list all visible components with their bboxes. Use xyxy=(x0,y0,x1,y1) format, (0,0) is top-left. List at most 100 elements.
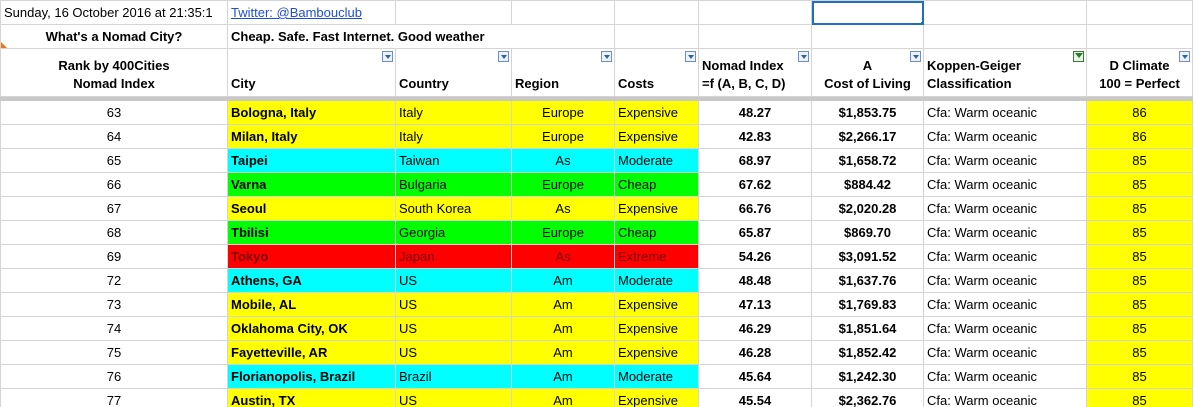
costs-cell[interactable]: Moderate xyxy=(614,148,699,173)
rank-cell[interactable]: 64 xyxy=(0,124,228,149)
region-cell[interactable]: Europe xyxy=(511,124,615,149)
climate-cell[interactable]: 85 xyxy=(1086,268,1193,293)
header-city[interactable]: City xyxy=(227,48,396,97)
costs-cell[interactable]: Expensive xyxy=(614,388,699,407)
rank-cell[interactable]: 69 xyxy=(0,244,228,269)
city-cell[interactable]: Oklahoma City, OK xyxy=(227,316,396,341)
empty-cell[interactable] xyxy=(1086,0,1193,25)
tagline-cell[interactable]: Cheap. Safe. Fast Internet. Good weather xyxy=(227,24,615,49)
nomad-index-cell[interactable]: 66.76 xyxy=(698,196,812,221)
city-cell[interactable]: Milan, Italy xyxy=(227,124,396,149)
cost-of-living-cell[interactable]: $1,658.72 xyxy=(811,148,924,173)
costs-cell[interactable]: Expensive xyxy=(614,340,699,365)
city-cell[interactable]: Tbilisi xyxy=(227,220,396,245)
country-cell[interactable]: Georgia xyxy=(395,220,512,245)
climate-cell[interactable]: 85 xyxy=(1086,364,1193,389)
rank-cell[interactable]: 73 xyxy=(0,292,228,317)
rank-cell[interactable]: 65 xyxy=(0,148,228,173)
climate-cell[interactable]: 86 xyxy=(1086,124,1193,149)
country-cell[interactable]: Bulgaria xyxy=(395,172,512,197)
costs-cell[interactable]: Expensive xyxy=(614,100,699,125)
climate-cell[interactable]: 85 xyxy=(1086,148,1193,173)
region-cell[interactable]: Am xyxy=(511,364,615,389)
climate-cell[interactable]: 85 xyxy=(1086,340,1193,365)
country-cell[interactable]: US xyxy=(395,268,512,293)
koppen-cell[interactable]: Cfa: Warm oceanic xyxy=(923,364,1087,389)
country-cell[interactable]: Italy xyxy=(395,124,512,149)
region-cell[interactable]: Europe xyxy=(511,172,615,197)
rank-cell[interactable]: 77 xyxy=(0,388,228,407)
header-koppen[interactable]: Koppen-Geiger Classification xyxy=(923,48,1087,97)
city-cell[interactable]: Seoul xyxy=(227,196,396,221)
region-cell[interactable]: Am xyxy=(511,340,615,365)
region-cell[interactable]: As xyxy=(511,148,615,173)
climate-cell[interactable]: 85 xyxy=(1086,172,1193,197)
costs-cell[interactable]: Expensive xyxy=(614,292,699,317)
climate-cell[interactable]: 85 xyxy=(1086,244,1193,269)
rank-cell[interactable]: 66 xyxy=(0,172,228,197)
empty-cell[interactable] xyxy=(614,24,699,49)
city-cell[interactable]: Tokyo xyxy=(227,244,396,269)
country-cell[interactable]: US xyxy=(395,388,512,407)
city-cell[interactable]: Fayetteville, AR xyxy=(227,340,396,365)
cost-of-living-cell[interactable]: $1,851.64 xyxy=(811,316,924,341)
climate-cell[interactable]: 85 xyxy=(1086,292,1193,317)
climate-cell[interactable]: 86 xyxy=(1086,100,1193,125)
country-cell[interactable]: Taiwan xyxy=(395,148,512,173)
nomad-index-cell[interactable]: 68.97 xyxy=(698,148,812,173)
nomad-index-cell[interactable]: 46.29 xyxy=(698,316,812,341)
region-cell[interactable]: Europe xyxy=(511,100,615,125)
climate-cell[interactable]: 85 xyxy=(1086,220,1193,245)
nomad-index-cell[interactable]: 48.48 xyxy=(698,268,812,293)
city-cell[interactable]: Taipei xyxy=(227,148,396,173)
costs-cell[interactable]: Extreme xyxy=(614,244,699,269)
city-cell[interactable]: Austin, TX xyxy=(227,388,396,407)
cost-of-living-cell[interactable]: $2,266.17 xyxy=(811,124,924,149)
rank-cell[interactable]: 68 xyxy=(0,220,228,245)
country-cell[interactable]: Brazil xyxy=(395,364,512,389)
region-cell[interactable]: Am xyxy=(511,292,615,317)
region-cell[interactable]: Am xyxy=(511,268,615,293)
filter-dropdown-icon[interactable] xyxy=(798,51,809,62)
selected-cell[interactable] xyxy=(811,0,924,25)
climate-cell[interactable]: 85 xyxy=(1086,196,1193,221)
filter-dropdown-icon[interactable] xyxy=(498,51,509,62)
active-filter-icon[interactable] xyxy=(1073,51,1084,62)
city-cell[interactable]: Florianopolis, Brazil xyxy=(227,364,396,389)
header-cost-of-living[interactable]: A Cost of Living xyxy=(811,48,924,97)
twitter-link[interactable]: Twitter: @Bambouclub xyxy=(227,0,396,25)
climate-cell[interactable]: 85 xyxy=(1086,388,1193,407)
cost-of-living-cell[interactable]: $2,362.76 xyxy=(811,388,924,407)
costs-cell[interactable]: Expensive xyxy=(614,196,699,221)
koppen-cell[interactable]: Cfa: Warm oceanic xyxy=(923,172,1087,197)
rank-cell[interactable]: 76 xyxy=(0,364,228,389)
question-cell[interactable]: What's a Nomad City? xyxy=(0,24,228,49)
nomad-index-cell[interactable]: 45.64 xyxy=(698,364,812,389)
rank-cell[interactable]: 74 xyxy=(0,316,228,341)
country-cell[interactable]: US xyxy=(395,340,512,365)
costs-cell[interactable]: Moderate xyxy=(614,268,699,293)
koppen-cell[interactable]: Cfa: Warm oceanic xyxy=(923,148,1087,173)
filter-dropdown-icon[interactable] xyxy=(685,51,696,62)
nomad-index-cell[interactable]: 46.28 xyxy=(698,340,812,365)
costs-cell[interactable]: Expensive xyxy=(614,316,699,341)
cost-of-living-cell[interactable]: $1,637.76 xyxy=(811,268,924,293)
country-cell[interactable]: US xyxy=(395,316,512,341)
country-cell[interactable]: Italy xyxy=(395,100,512,125)
country-cell[interactable]: Japan xyxy=(395,244,512,269)
cost-of-living-cell[interactable]: $1,852.42 xyxy=(811,340,924,365)
filter-dropdown-icon[interactable] xyxy=(382,51,393,62)
nomad-index-cell[interactable]: 45.54 xyxy=(698,388,812,407)
costs-cell[interactable]: Moderate xyxy=(614,364,699,389)
empty-cell[interactable] xyxy=(811,24,924,49)
cost-of-living-cell[interactable]: $1,769.83 xyxy=(811,292,924,317)
region-cell[interactable]: Am xyxy=(511,316,615,341)
cost-of-living-cell[interactable]: $2,020.28 xyxy=(811,196,924,221)
koppen-cell[interactable]: Cfa: Warm oceanic xyxy=(923,100,1087,125)
city-cell[interactable]: Athens, GA xyxy=(227,268,396,293)
cost-of-living-cell[interactable]: $1,242.30 xyxy=(811,364,924,389)
empty-cell[interactable] xyxy=(1086,24,1193,49)
header-country[interactable]: Country xyxy=(395,48,512,97)
cost-of-living-cell[interactable]: $869.70 xyxy=(811,220,924,245)
empty-cell[interactable] xyxy=(923,0,1087,25)
